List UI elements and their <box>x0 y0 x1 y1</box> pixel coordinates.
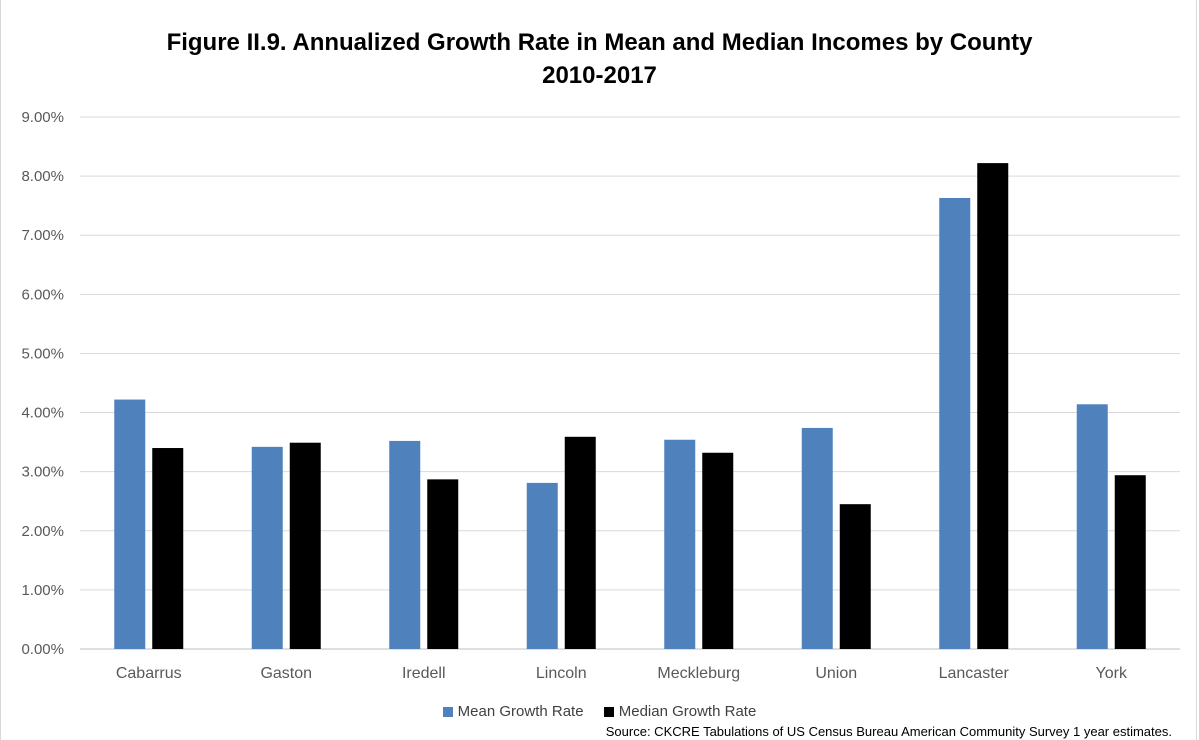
legend-label-mean: Mean Growth Rate <box>457 703 584 720</box>
legend-swatch-median <box>603 706 614 717</box>
legend-label-median: Median Growth Rate <box>618 703 757 720</box>
bar <box>801 427 833 649</box>
bar <box>702 452 734 649</box>
bar <box>1114 475 1146 649</box>
chart-title: Figure II.9. Annualized Growth Rate in M… <box>0 26 1199 92</box>
bar <box>564 436 596 649</box>
bar <box>427 479 459 649</box>
legend-swatch-mean <box>442 706 453 717</box>
y-tick-label: 5.00% <box>21 345 64 362</box>
x-tick-label: Union <box>815 665 857 682</box>
chart-title-line2: 2010-2017 <box>542 62 657 89</box>
y-tick-label: 9.00% <box>21 109 64 126</box>
y-tick-label: 6.00% <box>21 286 64 303</box>
y-tick-label: 0.00% <box>21 641 64 658</box>
chart-legend: Mean Growth Rate Median Growth Rate <box>0 703 1199 721</box>
x-tick-label: Lancaster <box>939 665 1010 682</box>
bar <box>526 482 558 649</box>
legend-item-mean: Mean Growth Rate <box>442 703 584 720</box>
bar <box>389 440 421 649</box>
bar <box>289 442 321 649</box>
y-tick-label: 2.00% <box>21 523 64 540</box>
bar-chart: 0.00% 1.00% 2.00% 3.00% 4.00% 5.00% 6.00% 7.00%… <box>21 109 1180 682</box>
bar <box>664 439 696 649</box>
bar <box>152 448 184 649</box>
chart-title-line1: Figure II.9. Annualized Growth Rate in M… <box>166 29 1033 56</box>
y-tick-label: 7.00% <box>21 227 64 244</box>
bar <box>251 446 283 649</box>
bar <box>977 163 1009 649</box>
x-tick-label: York <box>1096 665 1128 682</box>
y-tick-label: 1.00% <box>21 582 64 599</box>
x-tick-label: Meckleburg <box>657 665 740 682</box>
bar <box>1076 404 1108 649</box>
x-tick-label: Cabarrus <box>116 665 182 682</box>
source-note: Source: CKCRE Tabulations of US Census B… <box>605 724 1172 739</box>
x-tick-label: Lincoln <box>536 665 587 682</box>
x-tick-label: Gaston <box>260 665 312 682</box>
bar <box>939 197 971 649</box>
bar <box>114 399 146 649</box>
y-tick-label: 4.00% <box>21 405 64 422</box>
y-tick-label: 3.00% <box>21 464 64 481</box>
legend-item-median: Median Growth Rate <box>603 703 757 720</box>
y-tick-label: 8.00% <box>21 168 64 185</box>
bar <box>839 504 871 649</box>
x-tick-label: Iredell <box>402 665 446 682</box>
